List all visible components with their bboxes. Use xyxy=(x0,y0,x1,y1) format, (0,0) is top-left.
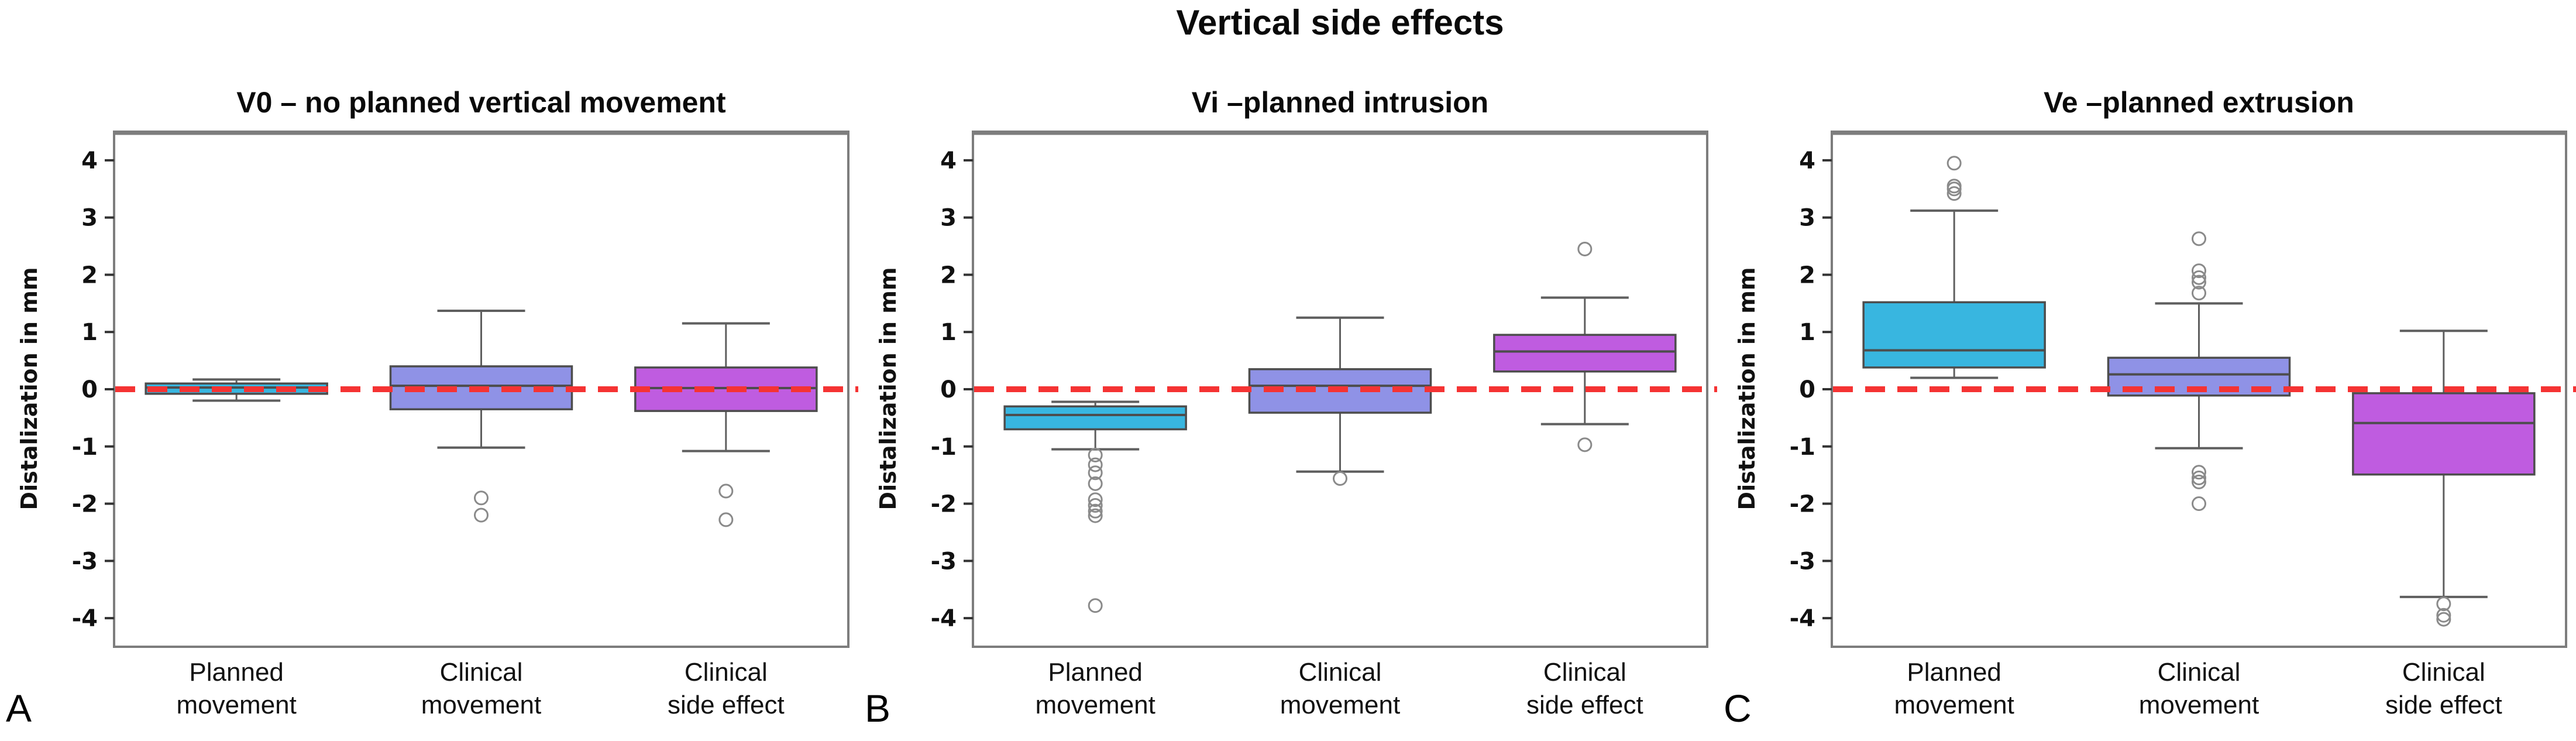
panel-c-title: Ve –planned extrusion xyxy=(2044,86,2354,119)
svg-text:1: 1 xyxy=(940,319,957,346)
svg-text:-1: -1 xyxy=(1790,434,1815,461)
svg-text:0: 0 xyxy=(1799,376,1815,403)
panel-a: V0 – no planned vertical movement Distal… xyxy=(0,0,858,741)
panel-b-letter: B xyxy=(865,687,891,730)
panel-b-title: Vi –planned intrusion xyxy=(1191,86,1489,119)
svg-text:-4: -4 xyxy=(931,605,957,632)
svg-text:3: 3 xyxy=(81,205,98,232)
svg-text:-2: -2 xyxy=(931,491,957,518)
svg-text:3: 3 xyxy=(940,205,957,232)
svg-text:4: 4 xyxy=(1799,147,1815,174)
svg-text:2: 2 xyxy=(940,262,957,289)
svg-text:4: 4 xyxy=(940,147,957,174)
svg-text:-2: -2 xyxy=(1790,491,1815,518)
svg-text:-1: -1 xyxy=(931,434,957,461)
svg-text:-3: -3 xyxy=(1790,548,1815,575)
figure-title: Vertical side effects xyxy=(1176,3,1504,42)
svg-text:0: 0 xyxy=(81,376,98,403)
svg-text:3: 3 xyxy=(1799,205,1815,232)
panel-c-letter: C xyxy=(1724,687,1752,730)
boxplot-c: 4 3 2 1 0 -1 -2 -3 -4 Planned movement Clinical move… xyxy=(1790,131,2576,719)
svg-text:1: 1 xyxy=(1799,319,1815,346)
svg-text:-1: -1 xyxy=(72,434,98,461)
svg-text:-2: -2 xyxy=(72,491,98,518)
panel-a-letter: A xyxy=(6,687,32,730)
svg-text:-4: -4 xyxy=(1790,605,1815,632)
svg-text:2: 2 xyxy=(1799,262,1815,289)
panel-c: Ve –planned extrusion Distalization in m… xyxy=(1718,0,2576,741)
panel-b: Vi –planned intrusion Distalization in m… xyxy=(859,0,1717,741)
svg-text:-3: -3 xyxy=(72,548,98,575)
svg-text:2: 2 xyxy=(81,262,98,289)
svg-text:-4: -4 xyxy=(72,605,98,632)
svg-text:4: 4 xyxy=(81,147,98,174)
panel-a-title: V0 – no planned vertical movement xyxy=(236,86,726,119)
svg-text:0: 0 xyxy=(940,376,957,403)
svg-text:1: 1 xyxy=(81,319,98,346)
boxplot-a: 4 3 2 1 0 -1 -2 -3 -4 Planned movement Clinical move… xyxy=(72,131,858,719)
svg-text:-3: -3 xyxy=(931,548,957,575)
boxplot-b: 4 3 2 1 0 -1 -2 -3 -4 Planned movement Clinical move… xyxy=(931,131,1717,719)
